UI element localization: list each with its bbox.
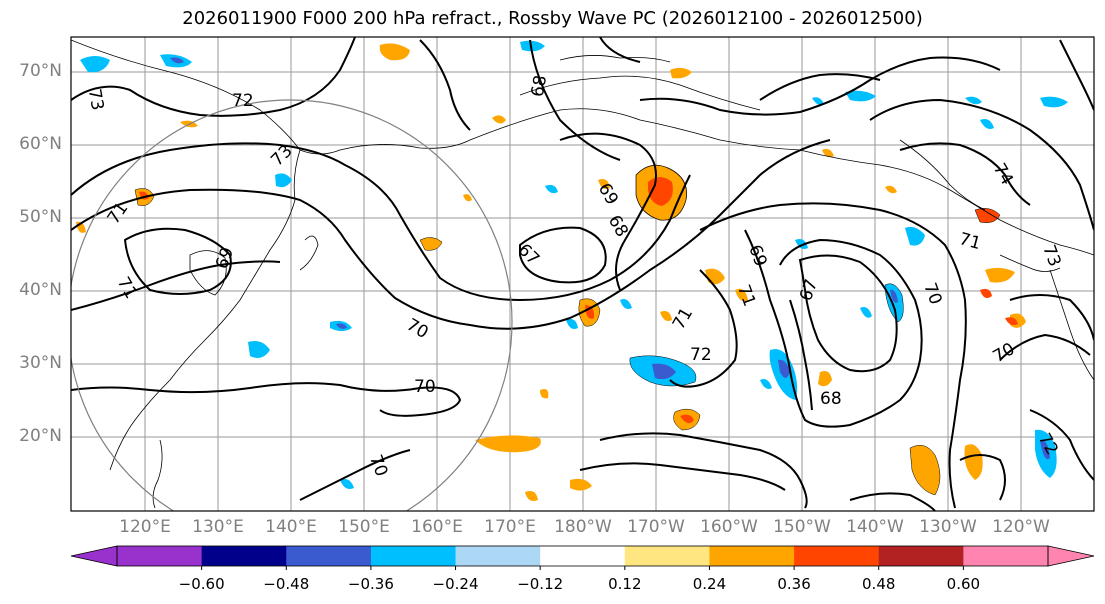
lat-label: 30°N [19,353,62,373]
colorbar-tick-label: −0.24 [432,575,479,593]
lon-label: 120°W [992,517,1050,537]
contour-label: 73 [84,87,107,112]
contour-label: 68 [820,389,842,409]
colorbar-tick-label: −0.48 [263,575,310,593]
colorbar-tick-label: 0.12 [608,575,642,593]
lon-label: 170°W [627,517,685,537]
colorbar-cell [455,546,541,566]
colorbar-tick-label: −0.12 [517,575,564,593]
colorbar-cell [286,546,372,566]
contour-label: 72 [232,91,254,111]
lon-label: 120°E [119,517,171,537]
colorbar-extend-low [71,546,117,566]
map-title: 2026011900 F000 200 hPa refract., Rossby… [182,8,923,29]
coastlines [71,39,1094,509]
lon-label: 140°W [846,517,904,537]
graticule [71,37,1094,511]
colorbar-extend-high [1048,546,1094,566]
colorbar-cell [117,546,203,566]
colorbar-cell [624,546,710,566]
lon-label: 180°W [554,517,612,537]
colorbar-tick-label: 0.48 [862,575,896,593]
colorbar-cell [540,546,626,566]
range-circle [71,99,513,511]
colorbar-tick-label: −0.36 [347,575,394,593]
lon-label: 150°W [773,517,831,537]
lon-label: 170°E [484,517,536,537]
contour-label: 72 [690,345,712,365]
colorbar-tick-label: 0.60 [946,575,981,593]
colorbar-tick-label: −0.60 [178,575,225,593]
lon-label: 150°E [338,517,390,537]
colorbar-cell [878,546,964,566]
colorbar-cell [370,546,457,566]
lon-label: 140°E [265,517,317,537]
map-frame [70,36,1095,512]
colorbar-cell [963,546,1049,566]
contour-label: 68 [528,74,551,99]
lon-label: 160°W [700,517,758,537]
contours [71,37,1094,511]
contour-label: 70 [414,377,436,397]
lat-label: 20°N [19,426,62,446]
lat-label: 40°N [19,280,62,300]
lat-label: 60°N [19,134,62,154]
lon-label: 130°W [919,517,977,537]
anomaly-shading [76,40,1068,501]
colorbar-cell [201,546,287,566]
colorbar-tick-label: 0.24 [692,575,727,593]
colorbar-cell [709,546,795,566]
colorbar-cell [794,546,880,566]
lat-label: 50°N [19,207,62,227]
lat-label: 70°N [19,61,62,81]
colorbar-tick-label: 0.36 [777,575,811,593]
lon-label: 160°E [411,517,463,537]
lon-label: 130°E [192,517,244,537]
